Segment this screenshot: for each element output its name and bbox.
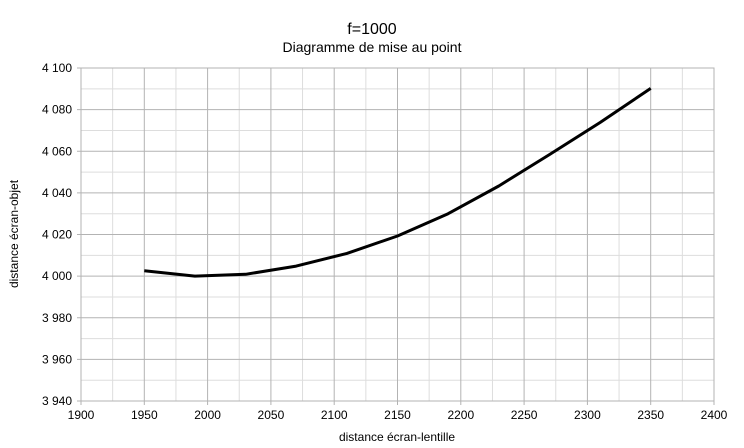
y-axis-ticks: 4 100 4 080 4 060 4 040 4 020 4 000 3 980 3 960… (42, 61, 72, 408)
x-axis-label: distance écran-lentille (339, 430, 455, 444)
y-tick-label: 4 020 (42, 228, 72, 242)
y-tick-label: 4 040 (42, 186, 72, 200)
x-tick-label: 2050 (258, 408, 285, 422)
x-tick-label: 2000 (194, 408, 221, 422)
x-tick-label: 2150 (384, 408, 411, 422)
series-layer (144, 87, 652, 278)
y-tick-label: 3 940 (42, 394, 72, 408)
y-axis-label: distance écran-objet (7, 179, 21, 288)
x-axis-ticks: 1900 1950 2000 2050 2100 2150 2200 2250 2300 2350… (68, 408, 728, 422)
x-tick-label: 2250 (511, 408, 538, 422)
x-tick-label: 1900 (68, 408, 95, 422)
series-line (144, 87, 652, 278)
x-tick-label: 2100 (321, 408, 348, 422)
x-tick-label: 2350 (637, 408, 664, 422)
chart-title: f=1000 (347, 21, 396, 38)
y-tick-label: 4 000 (42, 269, 72, 283)
x-tick-label: 2200 (447, 408, 474, 422)
y-tick-label: 3 980 (42, 311, 72, 325)
plot-area-border (80, 67, 715, 402)
y-tick-label: 4 100 (42, 61, 72, 75)
x-tick-label: 2300 (574, 408, 601, 422)
x-tick-label: 1950 (131, 408, 158, 422)
y-tick-label: 3 960 (42, 352, 72, 366)
x-tick-label: 2400 (701, 408, 728, 422)
y-tick-label: 4 060 (42, 144, 72, 158)
chart-subtitle: Diagramme de mise au point (283, 39, 462, 55)
y-tick-label: 4 080 (42, 103, 72, 117)
